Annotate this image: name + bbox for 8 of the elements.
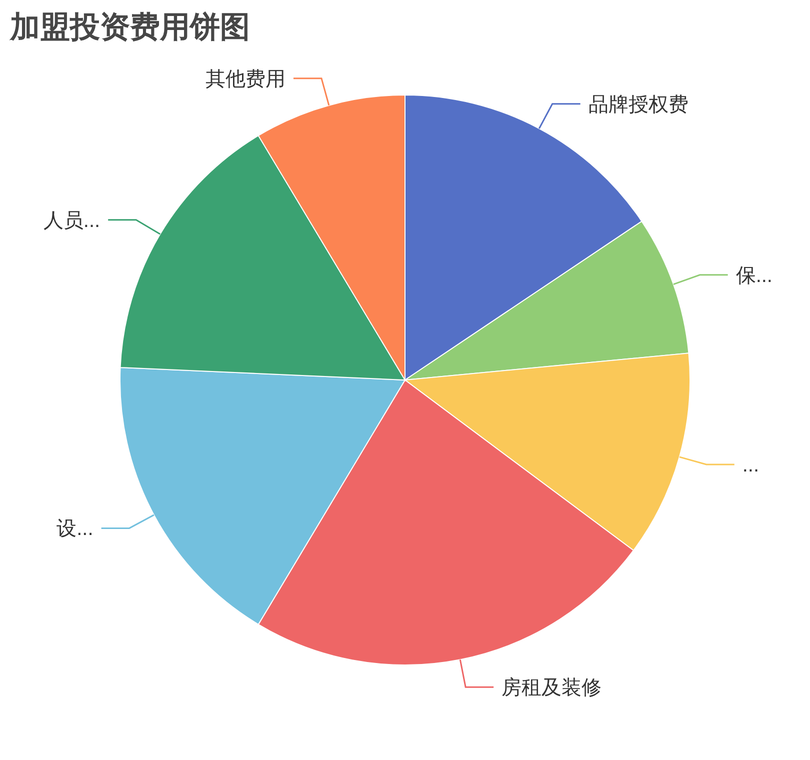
slice-label: 其他费用 (205, 68, 286, 90)
slice-label: 房租及装修 (502, 677, 602, 700)
slice-label: 设... (56, 518, 94, 540)
slice-label: 人员... (43, 210, 100, 232)
slice-label: ... (742, 454, 760, 476)
slice-label: 品牌授权费 (588, 94, 688, 116)
slice-label: 保... (736, 264, 772, 287)
chart-title: 加盟投资费用饼图 (9, 11, 250, 44)
